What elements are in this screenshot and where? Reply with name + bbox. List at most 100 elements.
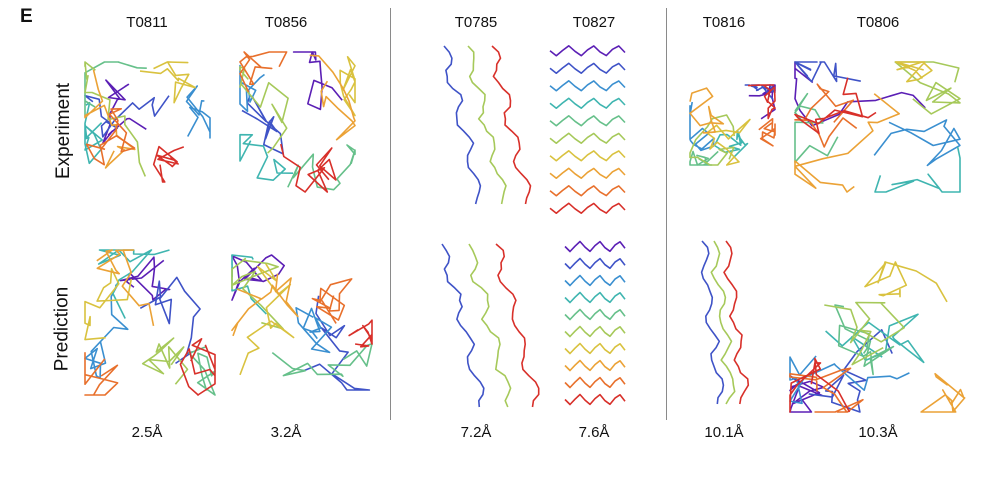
group-divider-2: [666, 8, 667, 420]
structure-model-7: [84, 249, 216, 396]
structure-model-5: [689, 84, 776, 166]
rmsd-label-4: 7.6Å: [578, 424, 610, 441]
backbone-trace: [874, 146, 961, 193]
target-label-5: T0816: [702, 14, 746, 31]
panel-letter: E: [20, 6, 33, 27]
backbone-trace: [84, 352, 119, 396]
target-label-3: T0785: [454, 14, 498, 31]
backbone-trace: [564, 274, 626, 287]
backbone-trace: [443, 45, 482, 205]
backbone-trace: [84, 101, 104, 165]
backbone-trace: [689, 87, 725, 134]
backbone-trace: [794, 61, 861, 83]
backbone-trace: [549, 185, 626, 197]
backbone-trace: [564, 240, 626, 253]
backbone-trace: [495, 243, 540, 408]
structure-model-4: [549, 45, 626, 214]
backbone-trace: [689, 114, 735, 166]
backbone-trace: [84, 284, 129, 380]
backbone-trace: [564, 342, 626, 355]
backbone-trace: [789, 367, 864, 413]
backbone-trace: [564, 393, 626, 406]
rmsd-label-3: 7.2Å: [460, 424, 492, 441]
backbone-trace: [794, 83, 858, 148]
backbone-trace: [179, 338, 216, 396]
backbone-trace: [549, 150, 626, 162]
rmsd-label-5: 10.1Å: [704, 424, 744, 441]
backbone-trace: [139, 276, 201, 365]
backbone-trace: [920, 372, 966, 413]
backbone-trace: [864, 261, 948, 303]
backbone-trace: [185, 85, 211, 139]
structure-model-10: [564, 240, 626, 406]
backbone-trace: [794, 61, 926, 127]
target-label-1: T0811: [126, 14, 168, 31]
backbone-trace: [271, 342, 373, 378]
backbone-trace: [564, 308, 626, 321]
backbone-trace: [239, 263, 295, 376]
backbone-trace: [789, 357, 851, 413]
backbone-trace: [873, 119, 961, 167]
backbone-trace: [549, 202, 626, 214]
backbone-trace: [84, 61, 147, 177]
backbone-trace: [794, 93, 900, 193]
backbone-trace: [280, 143, 337, 193]
backbone-trace: [710, 240, 736, 405]
backbone-trace: [301, 295, 371, 391]
backbone-trace: [441, 243, 485, 408]
rmsd-label-1: 2.5Å: [131, 424, 163, 441]
backbone-trace: [231, 273, 299, 337]
backbone-trace: [549, 45, 626, 57]
backbone-trace: [549, 80, 626, 92]
backbone-trace: [467, 45, 507, 205]
backbone-trace: [239, 51, 288, 93]
structure-model-2: [239, 51, 356, 193]
backbone-trace: [339, 56, 356, 117]
backbone-trace: [96, 249, 155, 327]
backbone-trace: [295, 307, 333, 354]
backbone-trace: [564, 325, 626, 338]
backbone-trace: [549, 97, 626, 109]
backbone-trace: [549, 167, 626, 179]
backbone-trace: [894, 61, 933, 83]
backbone-trace: [85, 108, 136, 166]
structure-model-3: [443, 45, 532, 205]
structure-model-6: [794, 61, 961, 193]
backbone-trace: [564, 359, 626, 372]
backbone-trace: [564, 376, 626, 389]
backbone-trace: [231, 254, 285, 301]
backbone-trace: [97, 249, 170, 319]
backbone-trace: [794, 77, 877, 135]
rmsd-label-2: 3.2Å: [270, 424, 302, 441]
backbone-trace: [84, 61, 147, 117]
backbone-trace: [468, 243, 512, 408]
backbone-trace: [309, 54, 356, 141]
backbone-trace: [139, 61, 196, 104]
backbone-trace: [84, 94, 170, 138]
backbone-trace: [808, 329, 893, 413]
backbone-trace: [491, 45, 532, 205]
backbone-trace: [824, 301, 905, 366]
structure-model-12: [789, 261, 966, 413]
backbone-trace: [239, 66, 289, 154]
backbone-trace: [549, 132, 626, 144]
backbone-trace: [549, 62, 626, 74]
backbone-trace: [348, 319, 373, 348]
rmsd-label-6: 10.3Å: [858, 424, 898, 441]
target-label-2: T0856: [264, 14, 308, 31]
backbone-trace: [84, 69, 136, 169]
backbone-trace: [564, 257, 626, 270]
backbone-trace: [141, 337, 189, 385]
target-label-6: T0806: [856, 14, 900, 31]
structure-model-9: [441, 243, 540, 408]
backbone-trace: [292, 51, 343, 111]
structure-model-11: [700, 240, 750, 405]
backbone-trace: [231, 257, 284, 330]
backbone-trace: [549, 115, 626, 127]
backbone-trace: [84, 267, 133, 341]
structure-model-8: [231, 254, 373, 391]
backbone-trace: [723, 240, 750, 405]
backbone-trace: [241, 94, 284, 155]
